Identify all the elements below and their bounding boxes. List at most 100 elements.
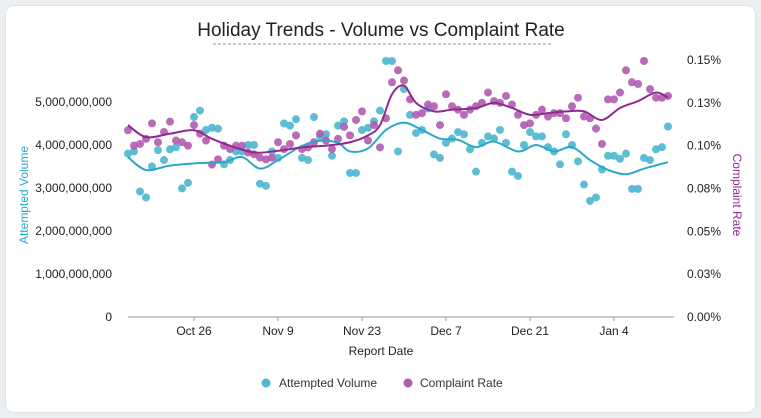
volume-point (376, 106, 384, 115)
complaint-rate-point (460, 110, 468, 119)
complaint-rate-point (520, 121, 528, 130)
complaint-rate-point (358, 107, 366, 116)
chart: Holiday Trends - Volume vs Complaint Rat… (17, 20, 744, 390)
volume-point (574, 157, 582, 166)
complaint-rate-point (340, 122, 348, 131)
complaint-rate-point (448, 102, 456, 111)
y-left-tick-label: 4,000,000,000 (35, 138, 112, 152)
volume-point (364, 123, 372, 132)
volume-point (322, 130, 330, 139)
volume-point (358, 125, 366, 134)
volume-point (442, 138, 450, 147)
volume-point (616, 154, 624, 163)
volume-point (262, 181, 270, 190)
complaint-rate-point (136, 139, 144, 148)
y-left-tick-label: 5,000,000,000 (35, 95, 112, 109)
complaint-rate-point (190, 121, 198, 130)
volume-point (580, 180, 588, 189)
volume-point (406, 110, 414, 119)
volume-point (604, 151, 612, 160)
complaint-rate-point (562, 114, 570, 123)
y-axis-left: 0 1,000,000,000 2,000,000,000 3,000,000,000… (35, 95, 112, 324)
complaint-rate-point (172, 136, 180, 145)
legend-swatch-volume (261, 378, 271, 388)
x-tick-label: Dec 21 (511, 324, 549, 338)
volume-point (172, 143, 180, 152)
volume-point (286, 121, 294, 130)
complaint-rate-point (610, 95, 618, 104)
volume-point (538, 132, 546, 141)
volume-point (196, 106, 204, 115)
complaint-rate-point (328, 145, 336, 154)
x-tick-label: Nov 9 (262, 324, 294, 338)
volume-point (202, 125, 210, 134)
x-tick-label: Nov 23 (343, 324, 381, 338)
volume-point (490, 134, 498, 143)
volume-point (130, 147, 138, 156)
volume-point (298, 153, 306, 162)
complaint-rate-point (178, 138, 186, 147)
volume-point (214, 124, 222, 133)
volume-point (592, 193, 600, 202)
complaint-rate-point (568, 102, 576, 111)
complaint-rate-point (256, 153, 264, 162)
chart-title: Holiday Trends - Volume vs Complaint Rat… (197, 20, 565, 41)
volume-point (292, 115, 300, 124)
legend: Attempted Volume Complaint Rate (261, 376, 503, 390)
y-right-tick-label: 0.15% (687, 53, 721, 67)
complaint-rate-point (502, 91, 510, 100)
complaint-rate-point (376, 143, 384, 152)
complaint-rate-point (352, 115, 360, 124)
complaint-rate-point (400, 76, 408, 85)
complaint-rate-point (148, 119, 156, 128)
volume-point (190, 113, 198, 122)
volume-point (508, 167, 516, 176)
complaint-rate-point (238, 141, 246, 150)
x-axis-title: Report Date (349, 344, 414, 358)
complaint-rate-point (436, 121, 444, 130)
volume-point (142, 193, 150, 202)
complaint-rate-point (640, 57, 648, 65)
y-left-tick-label: 1,000,000,000 (35, 267, 112, 281)
complaint-rate-point (652, 93, 660, 102)
complaint-rate-point (442, 90, 450, 99)
legend-swatch-complaint-rate (403, 378, 413, 388)
volume-point (394, 147, 402, 156)
volume-point (256, 179, 264, 188)
complaint-rate-point (202, 136, 210, 145)
complaint-rate-point (412, 110, 420, 119)
volume-point (652, 145, 660, 154)
volume-point (496, 125, 504, 134)
chart-card: Holiday Trends - Volume vs Complaint Rat… (6, 6, 755, 412)
x-axis: Oct 26 Nov 9 Nov 23 Dec 7 Dec 21 Jan 4 (176, 317, 629, 338)
volume-point (334, 121, 342, 130)
complaint-rate-point (292, 131, 300, 140)
legend-label-volume: Attempted Volume (279, 376, 377, 390)
complaint-rate-point (388, 78, 396, 87)
volume-point (658, 143, 666, 152)
complaint-rate-point (262, 155, 270, 164)
volume-point (166, 145, 174, 154)
y-left-tick-label: 3,000,000,000 (35, 181, 112, 195)
y-right-tick-label: 0.08% (687, 182, 721, 196)
y-right-tick-label: 0.00% (687, 310, 721, 324)
complaint-rate-point (364, 136, 372, 145)
y-right-tick-label: 0.10% (687, 139, 721, 153)
complaint-rate-point (484, 88, 492, 97)
complaint-rate-point (214, 155, 222, 164)
complaint-rate-point (622, 66, 630, 75)
volume-trend-line (127, 121, 669, 176)
volume-point (178, 184, 186, 193)
complaint-rate-point (184, 141, 192, 150)
legend-label-complaint-rate: Complaint Rate (420, 376, 503, 390)
complaint-rate-point (166, 117, 174, 126)
y-left-tick-label: 2,000,000,000 (35, 224, 112, 238)
complaint-rate-point (544, 112, 552, 121)
complaint-rate-point (418, 109, 426, 118)
volume-point (244, 141, 252, 149)
complaint-rate-points (124, 57, 672, 169)
y-left-tick-label: 0 (105, 310, 112, 324)
volume-point (436, 153, 444, 162)
volume-point (562, 130, 570, 139)
volume-point (160, 156, 168, 165)
